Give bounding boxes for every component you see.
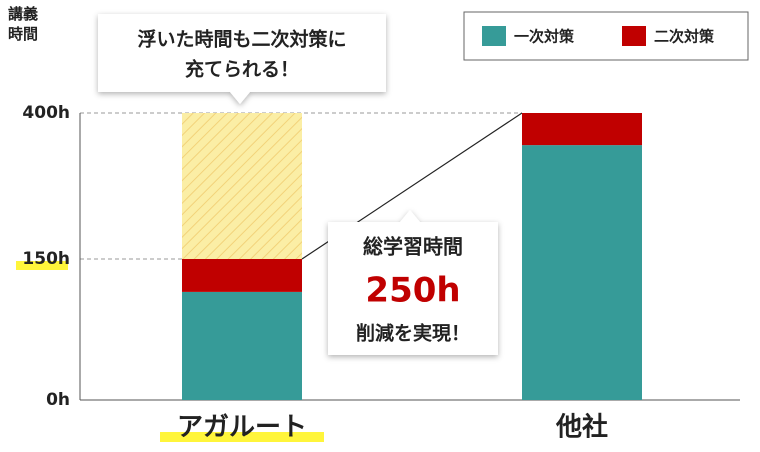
y-tick-label: 400h [22,103,70,123]
annotation: 総学習時間 [363,235,463,259]
legend-label: 二次対策 [654,28,715,46]
y-tick-label: 0h [46,390,70,410]
y-tick-label: 150h [22,249,70,269]
legend-box [463,11,749,61]
saved-area [182,113,302,259]
x-tick-label: アガルート [177,413,307,443]
bar [182,259,302,292]
bar [522,145,642,400]
legend-label: 一次対策 [514,28,575,46]
category-highlight [160,432,324,442]
legend-swatch [482,26,506,46]
legend-swatch [622,26,646,46]
bar [182,291,302,400]
tick-highlight [16,261,68,270]
y-axis-label: 講義時間 [8,5,39,43]
bar [522,113,642,146]
callout-middle [328,210,498,355]
annotation: 浮いた時間も二次対策に [137,28,346,51]
callout-top [98,14,386,104]
x-tick-label: 他社 [555,412,608,443]
annotation: 250h [365,271,460,311]
annotation: 削減を実現！ [356,322,470,345]
annotation: 充てられる！ [185,58,299,81]
